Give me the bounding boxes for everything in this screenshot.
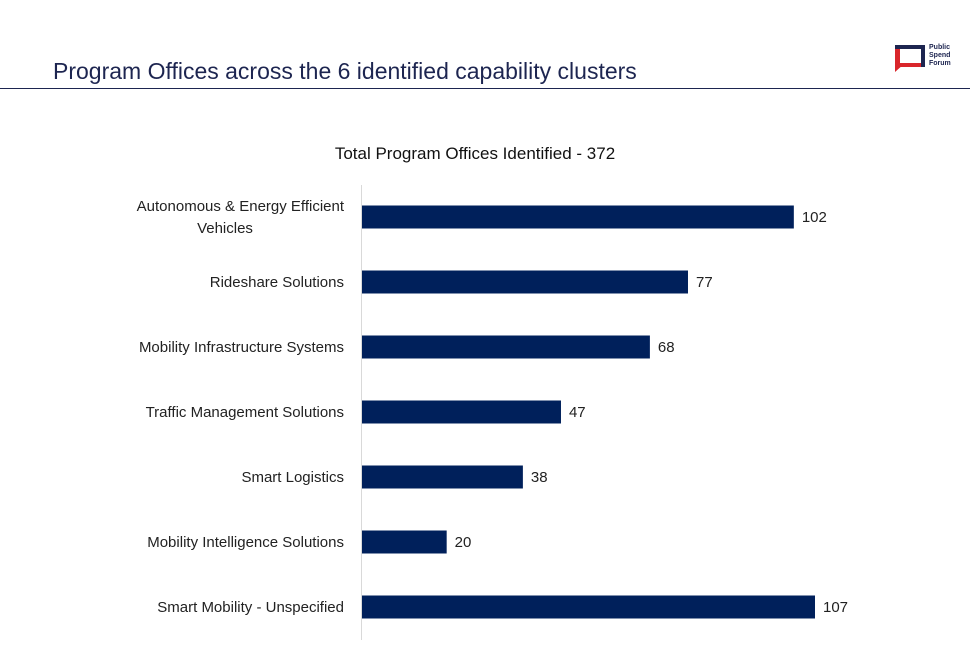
category-label: Smart Logistics bbox=[241, 469, 344, 486]
category-label: Autonomous & Energy Efficient bbox=[137, 198, 345, 215]
category-label: Mobility Infrastructure Systems bbox=[139, 339, 344, 356]
chart-title: Total Program Offices Identified - 372 bbox=[335, 144, 615, 163]
bar bbox=[362, 400, 561, 424]
data-label: 47 bbox=[569, 404, 586, 421]
category-label: Mobility Intelligence Solutions bbox=[147, 534, 344, 551]
data-label: 102 bbox=[802, 209, 827, 226]
data-label: 20 bbox=[455, 534, 472, 551]
bar bbox=[362, 530, 447, 554]
logo-text-line: Public bbox=[929, 44, 951, 51]
public-spend-forum-logo: Public Spend Forum bbox=[893, 42, 963, 72]
logo-mark-icon bbox=[895, 45, 925, 72]
page-title: Program Offices across the 6 identified … bbox=[53, 58, 637, 84]
data-label: 107 bbox=[823, 599, 848, 616]
logo-text-line: Spend bbox=[929, 52, 951, 59]
logo-text-line: Forum bbox=[929, 60, 951, 67]
logo-text: Public Spend Forum bbox=[929, 44, 963, 68]
bar bbox=[362, 465, 523, 489]
category-label: Vehicles bbox=[197, 220, 253, 237]
bar bbox=[362, 335, 650, 359]
title-divider bbox=[0, 88, 970, 89]
data-label: 77 bbox=[696, 274, 713, 291]
bar bbox=[362, 205, 794, 229]
bar bbox=[362, 595, 815, 619]
data-label: 68 bbox=[658, 339, 675, 356]
category-label: Rideshare Solutions bbox=[210, 274, 344, 291]
data-label: 38 bbox=[531, 469, 548, 486]
category-label: Traffic Management Solutions bbox=[146, 404, 344, 421]
category-label: Smart Mobility - Unspecified bbox=[157, 599, 344, 616]
bar bbox=[362, 270, 688, 294]
